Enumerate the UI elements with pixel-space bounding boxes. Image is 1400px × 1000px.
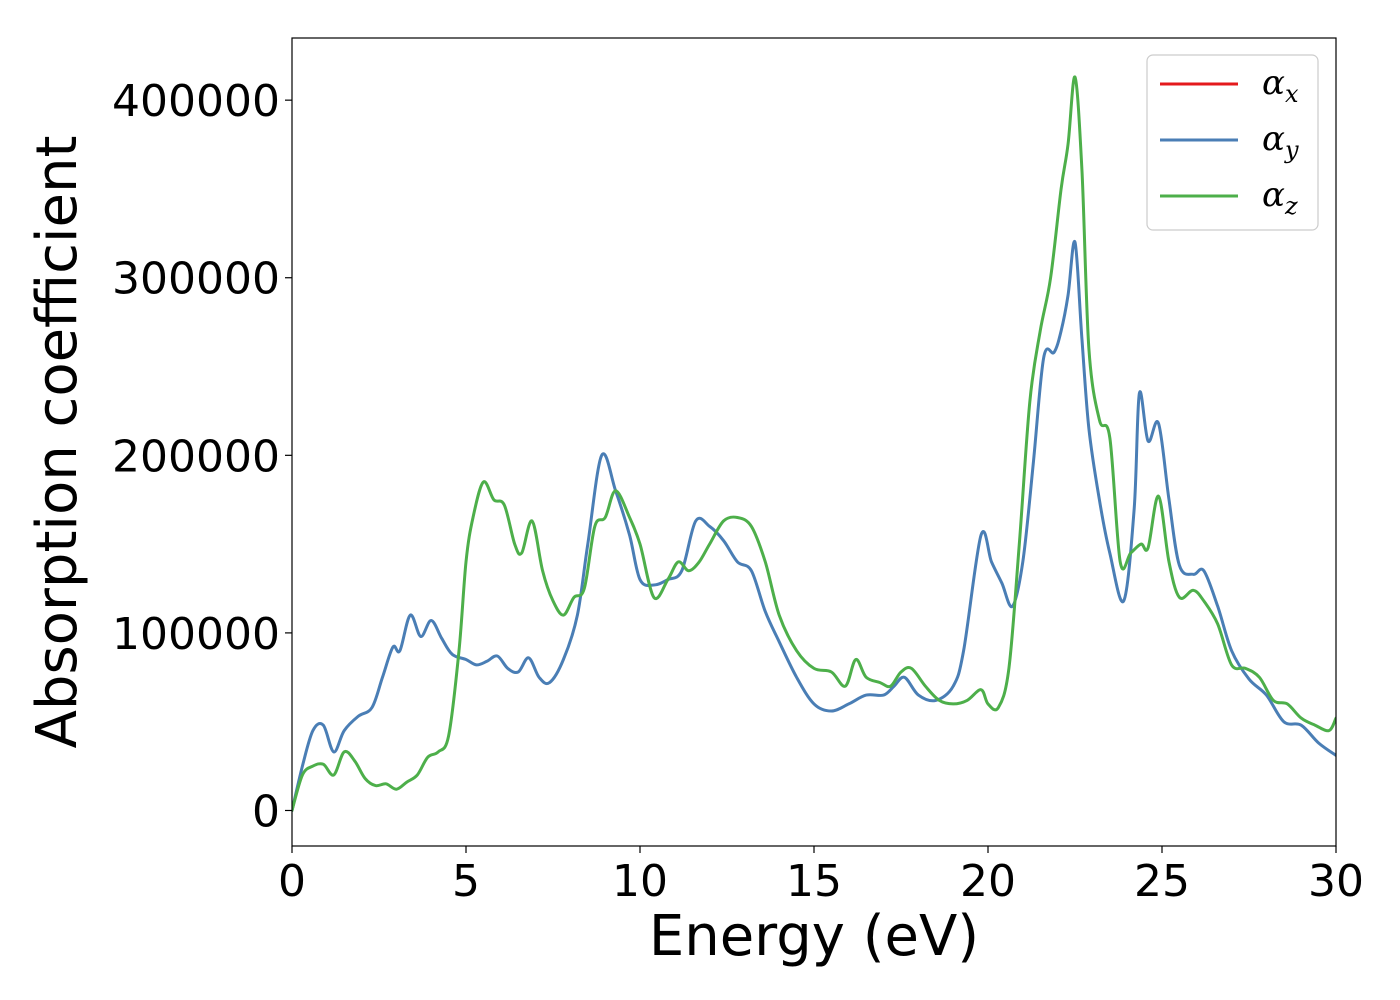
x-tick-label: 10 <box>612 856 668 907</box>
y-axis: 0 100000 200000 300000 400000 <box>112 76 292 837</box>
series-layer <box>292 75 1336 812</box>
legend-label-x: αx <box>1262 63 1299 108</box>
x-tick-label: 25 <box>1134 856 1190 907</box>
x-tick-label: 20 <box>960 856 1016 907</box>
y-tick-label: 400000 <box>112 76 280 127</box>
legend-label-z: αz <box>1262 175 1298 220</box>
legend-label-y: αy <box>1262 119 1299 164</box>
series-line-z <box>292 75 1336 812</box>
y-tick-label: 300000 <box>112 254 280 305</box>
x-axis: 0 5 10 15 20 25 30 <box>278 846 1364 907</box>
y-tick-label: 100000 <box>112 609 280 660</box>
x-tick-label: 0 <box>278 856 306 907</box>
x-tick-label: 30 <box>1308 856 1364 907</box>
legend-box <box>1146 54 1319 231</box>
x-tick-label: 5 <box>452 856 480 907</box>
y-tick-label: 0 <box>252 786 280 837</box>
legend: αx αy αz <box>1146 54 1319 231</box>
x-tick-label: 15 <box>786 856 842 907</box>
series-line-y <box>292 240 1336 812</box>
y-tick-label: 200000 <box>112 431 280 482</box>
x-axis-title: Energy (eV) <box>649 904 979 969</box>
y-axis-title: Absorption coefficient <box>25 136 90 749</box>
